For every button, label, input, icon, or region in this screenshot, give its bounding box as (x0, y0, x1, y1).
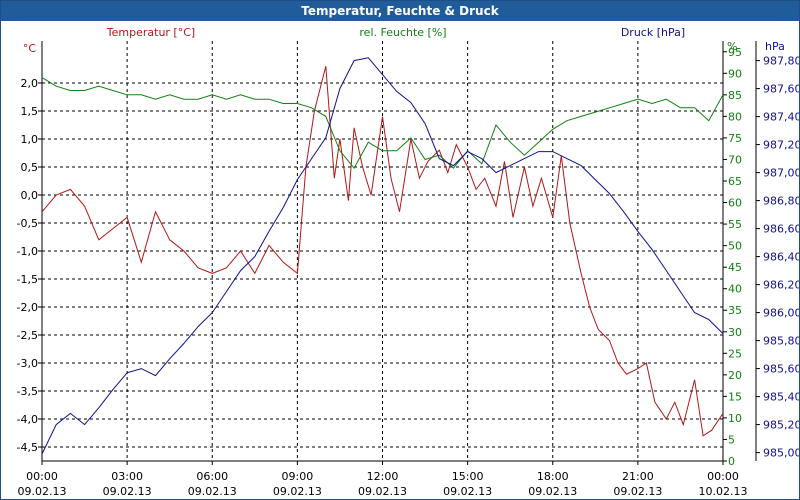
date-tick-label: 09.02.13 (188, 485, 237, 498)
time-axis-ticks: 00:00 09.02.13 03:00 09.02.13 06:00 09.02.13 0… (18, 461, 748, 498)
time-tick-label: 15:00 (452, 470, 484, 483)
temperature-tick-label: -3,5 (17, 385, 38, 398)
pressure-axis-title: Druck [hPa] (621, 26, 685, 39)
humidity-tick-label: 65 (728, 175, 742, 188)
humidity-tick-label: 20 (728, 369, 742, 382)
humidity-tick-label: 75 (728, 132, 742, 145)
time-tick-label: 00:00 (26, 470, 58, 483)
humidity-tick-label: 30 (728, 326, 742, 339)
time-tick-label: 09:00 (282, 470, 314, 483)
date-tick-label: 09.02.13 (358, 485, 407, 498)
date-tick-label: 09.02.13 (18, 485, 67, 498)
pressure-tick-label: 987,80 (763, 55, 799, 68)
pressure-tick-label: 986,20 (763, 279, 799, 292)
temperature-tick-label: 2,0 (21, 77, 39, 90)
humidity-tick-label: 60 (728, 197, 742, 210)
grid (41, 41, 757, 462)
temperature-series-line (41, 66, 724, 437)
temperature-tick-label: -1,0 (17, 245, 38, 258)
pressure-axis-ticks: 987,80 987,60 987,40 987,20 987,00 986,80 986,… (756, 55, 799, 460)
pressure-series-line (41, 57, 724, 455)
humidity-tick-label: 55 (728, 218, 742, 231)
humidity-tick-label: 85 (728, 89, 742, 102)
time-tick-label: 06:00 (196, 470, 228, 483)
series-group (41, 57, 724, 455)
pressure-tick-label: 987,60 (763, 83, 799, 96)
date-tick-label: 10.02.13 (699, 485, 748, 498)
humidity-tick-label: 50 (728, 240, 742, 253)
time-tick-label: 12:00 (367, 470, 399, 483)
pressure-tick-label: 986,40 (763, 251, 799, 264)
date-tick-label: 09.02.13 (103, 485, 152, 498)
humidity-axis-title: rel. Feuchte [%] (359, 26, 446, 39)
humidity-tick-label: 5 (728, 433, 735, 446)
date-tick-label: 09.02.13 (528, 485, 577, 498)
temperature-tick-label: 1,5 (21, 105, 39, 118)
temperature-axis-title: Temperatur [°C] (106, 26, 195, 39)
temperature-unit-label: °C (23, 42, 37, 55)
temperature-tick-label: -2,0 (17, 301, 38, 314)
temperature-tick-label: -4,0 (17, 413, 38, 426)
pressure-tick-label: 985,20 (763, 419, 799, 432)
time-tick-label: 03:00 (111, 470, 143, 483)
pressure-tick-label: 986,60 (763, 223, 799, 236)
date-tick-label: 09.02.13 (273, 485, 322, 498)
pressure-tick-label: 985,00 (763, 447, 799, 460)
temperature-tick-label: 1,0 (21, 133, 39, 146)
pressure-tick-label: 987,20 (763, 139, 799, 152)
humidity-series-line (41, 77, 724, 169)
humidity-tick-label: 95 (728, 46, 742, 59)
temperature-tick-label: -4,5 (17, 441, 38, 454)
pressure-tick-label: 986,00 (763, 307, 799, 320)
window-title: Temperatur, Feuchte & Druck (1, 1, 799, 21)
humidity-tick-label: 80 (728, 110, 742, 123)
humidity-tick-label: 15 (728, 390, 742, 403)
temperature-tick-label: 0,0 (21, 189, 39, 202)
humidity-tick-label: 45 (728, 261, 742, 274)
temperature-tick-label: -2,5 (17, 329, 38, 342)
humidity-tick-label: 90 (728, 67, 742, 80)
temperature-tick-label: -0,5 (17, 217, 38, 230)
date-tick-label: 09.02.13 (613, 485, 662, 498)
humidity-tick-label: 35 (728, 304, 742, 317)
temperature-tick-label: 0,5 (21, 161, 39, 174)
humidity-tick-label: 40 (728, 283, 742, 296)
time-tick-label: 18:00 (537, 470, 569, 483)
pressure-tick-label: 987,00 (763, 167, 799, 180)
pressure-tick-label: 986,80 (763, 195, 799, 208)
temperature-axis-ticks: 2,0 1,5 1,0 0,5 0,0 -0,5 -1,0 -1,5 -2,0 -2,5 -3,0 -… (17, 77, 42, 454)
time-tick-label: 00:00 (707, 470, 739, 483)
temperature-tick-label: -3,0 (17, 357, 38, 370)
pressure-tick-label: 985,60 (763, 363, 799, 376)
pressure-tick-label: 985,40 (763, 391, 799, 404)
humidity-tick-label: 0 (728, 455, 735, 468)
date-tick-label: 09.02.13 (443, 485, 492, 498)
humidity-tick-label: 10 (728, 412, 742, 425)
time-tick-label: 21:00 (622, 470, 654, 483)
humidity-tick-label: 70 (728, 153, 742, 166)
pressure-tick-label: 987,40 (763, 111, 799, 124)
humidity-tick-label: 25 (728, 347, 742, 360)
pressure-tick-label: 985,80 (763, 335, 799, 348)
pressure-unit-label: hPa (765, 40, 785, 53)
temperature-tick-label: -1,5 (17, 273, 38, 286)
humidity-unit-label: % (727, 40, 737, 53)
